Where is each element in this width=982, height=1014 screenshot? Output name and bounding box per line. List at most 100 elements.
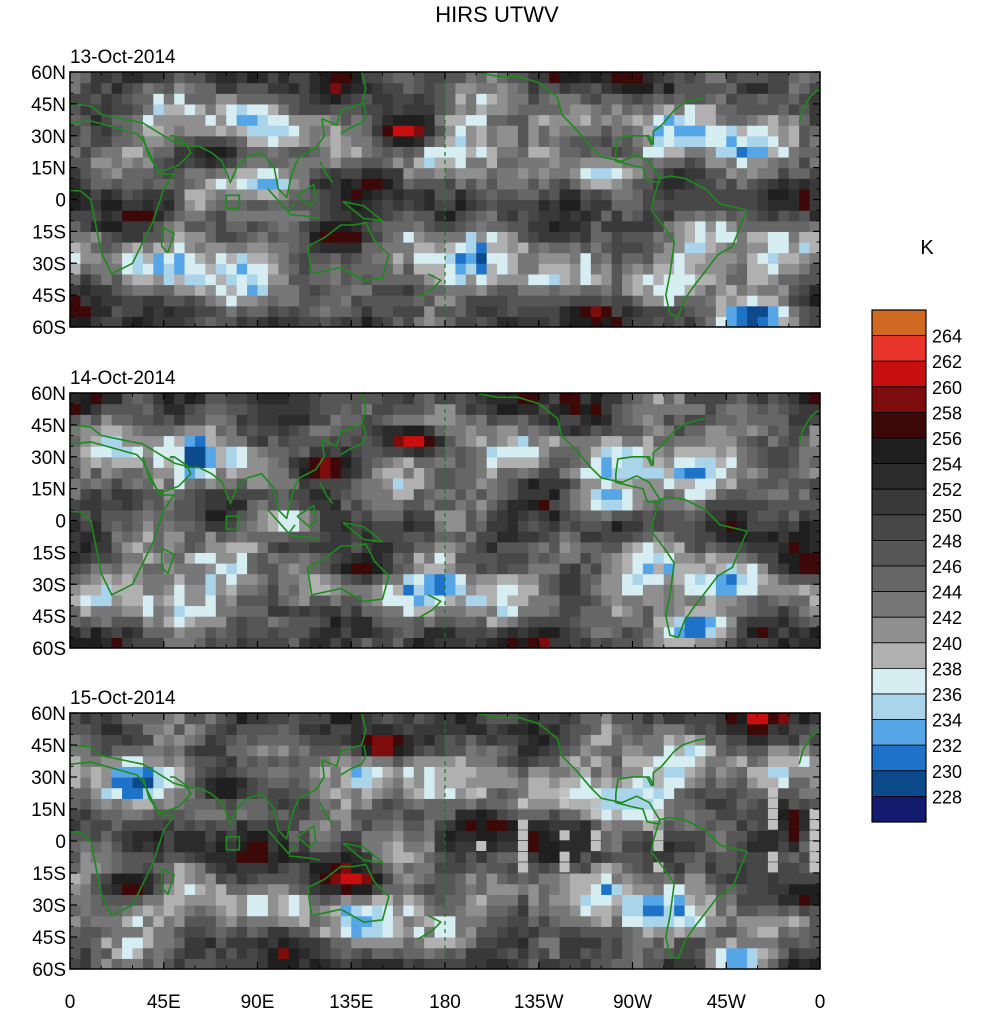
field-cell bbox=[382, 414, 394, 426]
field-cell bbox=[663, 541, 675, 553]
field-cell bbox=[559, 305, 571, 317]
field-cell bbox=[497, 798, 509, 810]
field-cell bbox=[465, 305, 477, 317]
field-cell bbox=[528, 563, 540, 575]
field-cell bbox=[726, 72, 738, 84]
field-cell bbox=[361, 830, 373, 842]
field-cell bbox=[361, 146, 373, 158]
field-cell bbox=[424, 424, 436, 437]
field-cell bbox=[372, 787, 384, 799]
field-cell bbox=[132, 541, 144, 553]
field-cell bbox=[695, 316, 707, 327]
field-cell bbox=[205, 220, 217, 232]
field-cell bbox=[695, 446, 707, 458]
field-cell bbox=[392, 777, 404, 789]
field-cell bbox=[257, 316, 269, 327]
field-cell bbox=[799, 456, 811, 468]
field-cell bbox=[330, 937, 342, 949]
field-cell bbox=[726, 231, 738, 243]
field-cell bbox=[486, 605, 498, 617]
field-cell bbox=[809, 93, 820, 105]
field-cell bbox=[195, 873, 207, 885]
field-cell bbox=[559, 713, 571, 725]
field-cell bbox=[465, 188, 477, 201]
field-cell bbox=[695, 626, 707, 638]
field-cell bbox=[90, 520, 102, 532]
field-cell bbox=[445, 403, 457, 415]
field-cell bbox=[340, 584, 352, 596]
field-cell bbox=[445, 573, 457, 585]
field-cell bbox=[226, 284, 238, 296]
field-cell bbox=[142, 873, 154, 885]
field-cell bbox=[205, 263, 217, 275]
field-cell bbox=[351, 93, 363, 105]
field-cell bbox=[570, 573, 582, 585]
field-cell bbox=[351, 424, 363, 437]
field-cell bbox=[236, 723, 248, 735]
field-cell bbox=[70, 584, 82, 596]
field-cell bbox=[340, 626, 352, 638]
field-cell bbox=[205, 273, 217, 286]
field-cell bbox=[340, 905, 352, 917]
field-cell bbox=[340, 157, 352, 169]
field-cell bbox=[122, 958, 134, 969]
field-cell bbox=[101, 199, 113, 211]
field-cell bbox=[434, 157, 446, 169]
field-cell bbox=[153, 135, 165, 147]
field-cell bbox=[320, 220, 332, 232]
field-cell bbox=[392, 467, 404, 479]
field-cell bbox=[267, 114, 279, 126]
field-cell bbox=[809, 424, 820, 437]
field-cell bbox=[340, 220, 352, 232]
field-cell bbox=[90, 435, 102, 447]
field-cell bbox=[392, 167, 404, 179]
field-cell bbox=[528, 777, 540, 789]
field-cell bbox=[799, 82, 811, 94]
field-cell bbox=[663, 188, 675, 201]
field-cell bbox=[653, 446, 665, 458]
field-cell bbox=[236, 873, 248, 885]
field-cell bbox=[413, 594, 425, 607]
field-cell bbox=[757, 531, 769, 543]
field-cell bbox=[392, 830, 404, 842]
field-cell bbox=[424, 766, 436, 778]
field-cell bbox=[403, 414, 415, 426]
field-cell bbox=[163, 435, 175, 447]
field-cell bbox=[715, 157, 727, 169]
field-cell bbox=[705, 305, 717, 317]
field-cell bbox=[809, 284, 820, 296]
field-cell bbox=[236, 456, 248, 468]
field-cell bbox=[236, 199, 248, 211]
field-cell bbox=[236, 915, 248, 927]
field-cell bbox=[257, 563, 269, 575]
field-cell bbox=[288, 894, 300, 906]
field-cell bbox=[142, 82, 154, 94]
field-cell bbox=[570, 541, 582, 553]
field-cell bbox=[538, 905, 550, 917]
field-cell bbox=[747, 563, 759, 575]
field-cell bbox=[372, 873, 384, 885]
field-cell bbox=[705, 403, 717, 415]
field-cell bbox=[653, 531, 665, 543]
field-cell bbox=[80, 605, 92, 617]
field-cell bbox=[590, 273, 602, 286]
field-cell bbox=[195, 915, 207, 927]
field-cell bbox=[351, 563, 363, 575]
field-cell bbox=[163, 393, 175, 405]
field-cell bbox=[205, 915, 217, 927]
field-cell bbox=[559, 637, 571, 648]
field-cell bbox=[538, 819, 550, 831]
field-cell bbox=[632, 295, 644, 307]
field-cell bbox=[236, 210, 248, 222]
field-cell bbox=[205, 488, 217, 500]
field-cell bbox=[434, 894, 446, 906]
field-cell bbox=[705, 295, 717, 307]
field-cell bbox=[726, 424, 738, 437]
field-cell bbox=[142, 305, 154, 317]
field-cell bbox=[757, 93, 769, 105]
field-cell bbox=[184, 488, 196, 500]
field-cell bbox=[309, 573, 321, 585]
field-cell bbox=[767, 563, 779, 575]
field-cell bbox=[101, 787, 113, 799]
field-cell bbox=[330, 616, 342, 628]
